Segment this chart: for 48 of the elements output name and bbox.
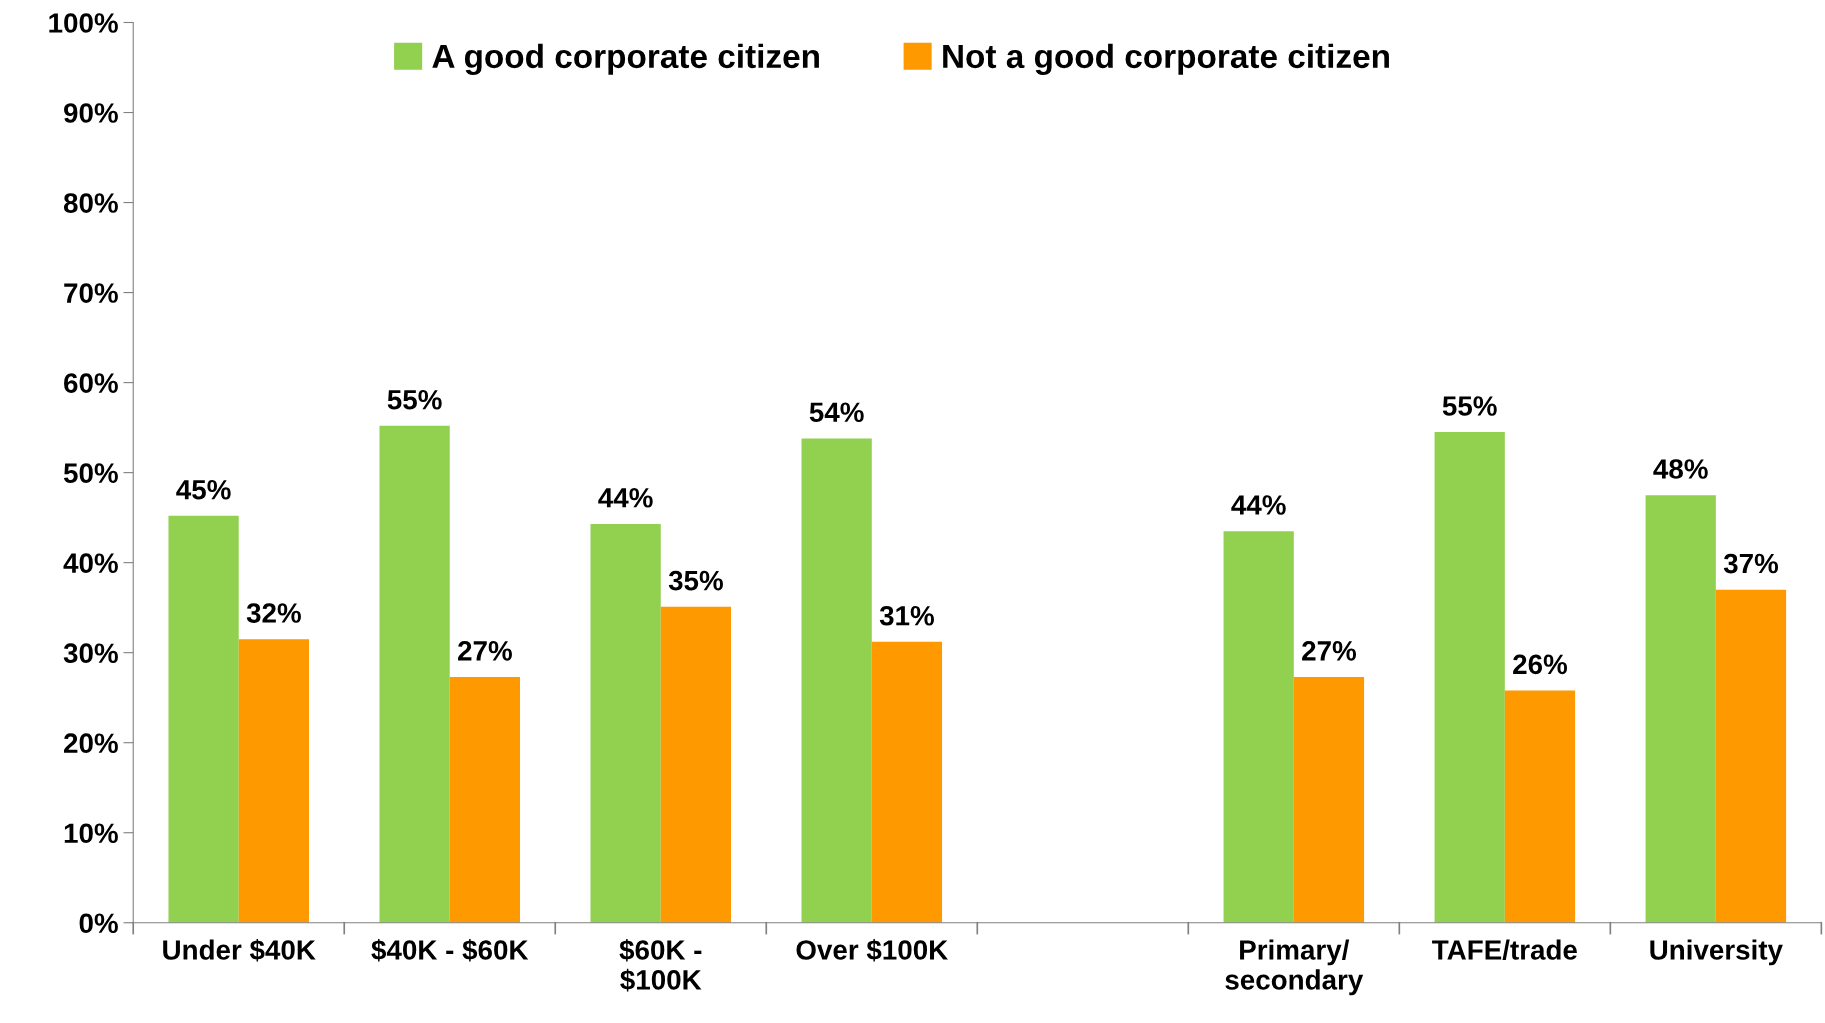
x-tick-label: Over $100K bbox=[796, 938, 948, 962]
x-tick-label: $40K - $60K bbox=[371, 938, 529, 962]
x-tick-label: Under $40K bbox=[163, 938, 316, 962]
data-label: 44% bbox=[1231, 495, 1286, 515]
bar bbox=[1715, 589, 1787, 923]
data-label: 48% bbox=[1653, 459, 1708, 479]
bar bbox=[801, 438, 872, 923]
data-label: 55% bbox=[1442, 396, 1497, 416]
data-label: 55% bbox=[387, 389, 442, 410]
bar bbox=[660, 606, 732, 923]
data-label: 31% bbox=[879, 605, 934, 626]
bar bbox=[590, 523, 661, 923]
y-tick-label: 90% bbox=[64, 103, 118, 123]
x-tick-label: Primary/ secondary bbox=[1225, 939, 1364, 996]
y-tick-label: 30% bbox=[63, 643, 118, 664]
bar bbox=[238, 639, 309, 923]
bar bbox=[1293, 676, 1365, 923]
y-tick-label: 0% bbox=[79, 913, 118, 934]
legend-label: Not a good corporate citizen bbox=[943, 43, 1389, 75]
bar bbox=[1504, 690, 1576, 923]
bar bbox=[1645, 495, 1716, 923]
data-label: 44% bbox=[598, 488, 653, 508]
bar bbox=[168, 515, 239, 923]
bar bbox=[449, 676, 521, 923]
y-tick-label: 20% bbox=[64, 733, 118, 754]
y-tick-label: 10% bbox=[64, 823, 118, 844]
y-tick-label: 100% bbox=[49, 13, 118, 33]
bar bbox=[1223, 531, 1294, 923]
data-label: 54% bbox=[809, 402, 864, 423]
y-tick-label: 60% bbox=[64, 373, 118, 393]
data-label: 35% bbox=[668, 570, 723, 591]
y-tick-label: 80% bbox=[63, 193, 118, 213]
bar bbox=[379, 425, 450, 923]
bar bbox=[871, 641, 943, 923]
x-tick-label: $60K - $100K bbox=[619, 938, 702, 992]
data-label: 26% bbox=[1513, 654, 1568, 675]
data-label: 32% bbox=[246, 603, 301, 623]
y-tick-label: 50% bbox=[63, 463, 118, 483]
data-label: 27% bbox=[1302, 641, 1357, 661]
bar bbox=[1434, 432, 1505, 923]
data-label: 37% bbox=[1723, 553, 1779, 574]
x-tick-label: TAFE/trade bbox=[1432, 939, 1577, 961]
data-label: 27% bbox=[458, 641, 512, 661]
y-tick-label: 70% bbox=[64, 283, 118, 303]
data-label: 45% bbox=[176, 479, 231, 500]
legend-label: A good corporate citizen bbox=[432, 43, 819, 75]
y-tick-label: 40% bbox=[63, 553, 118, 573]
x-tick-label: University bbox=[1650, 939, 1783, 966]
